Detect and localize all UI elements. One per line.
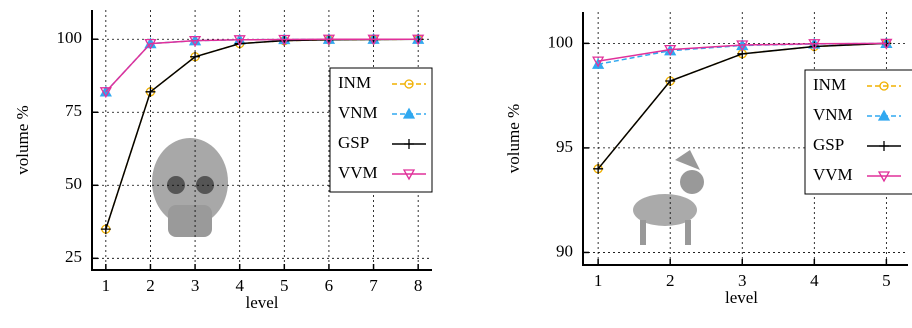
x-tick-label: 5 [882, 271, 891, 290]
y-tick-label: 90 [556, 241, 573, 260]
y-tick-label: 95 [556, 137, 573, 156]
lion-image [633, 150, 704, 245]
x-tick-label: 7 [369, 276, 378, 295]
legend-label: INM [813, 75, 846, 94]
legend-label: VNM [813, 105, 853, 124]
legend-label: VVM [813, 165, 853, 184]
x-axis-label: level [725, 288, 758, 307]
x-tick-label: 2 [666, 271, 675, 290]
y-axis-label: volume % [504, 104, 523, 173]
x-axis-label: level [245, 293, 278, 312]
x-tick-label: 1 [102, 276, 111, 295]
x-tick-label: 8 [414, 276, 423, 295]
x-tick-label: 4 [810, 271, 819, 290]
y-tick-label: 75 [65, 101, 82, 120]
x-tick-label: 2 [146, 276, 155, 295]
x-tick-label: 4 [235, 276, 244, 295]
x-tick-label: 6 [325, 276, 334, 295]
marker [101, 224, 111, 234]
legend-label: VVM [338, 163, 378, 182]
page: 25507510012345678levelvolume %INMVNMGSPV… [0, 0, 912, 328]
figure: 25507510012345678levelvolume %INMVNMGSPV… [0, 0, 912, 328]
legend-label: GSP [813, 135, 844, 154]
y-tick-label: 100 [548, 32, 574, 51]
x-tick-label: 3 [191, 276, 200, 295]
x-tick-label: 1 [594, 271, 603, 290]
legend-label: INM [338, 73, 371, 92]
legend-label: GSP [338, 133, 369, 152]
y-axis-label: volume % [13, 105, 32, 174]
skull-image [152, 138, 228, 237]
x-tick-label: 5 [280, 276, 289, 295]
y-tick-label: 50 [65, 174, 82, 193]
y-tick-label: 25 [65, 247, 82, 266]
legend-label: VNM [338, 103, 378, 122]
y-tick-label: 100 [57, 28, 83, 47]
